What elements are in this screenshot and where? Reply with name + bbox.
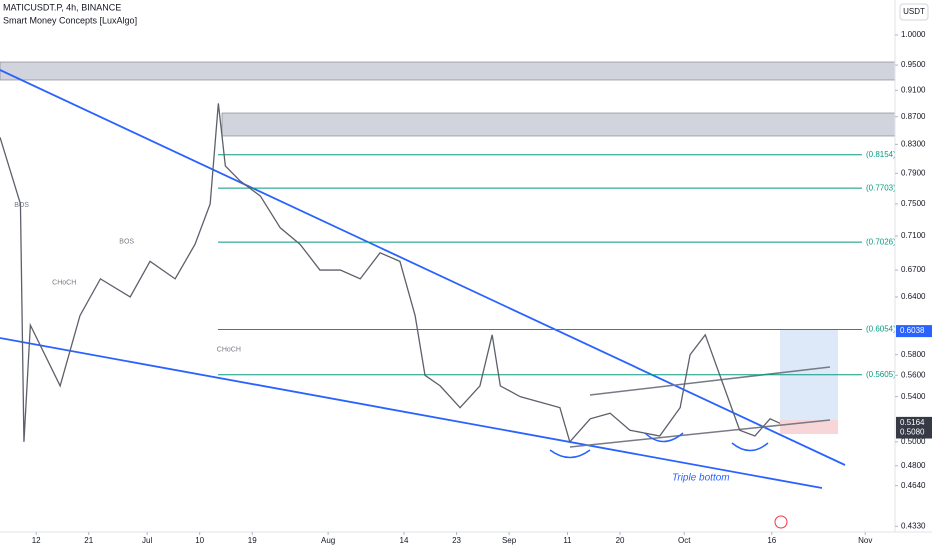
currency-box: [899, 3, 929, 21]
x-tick-label: Jul: [142, 536, 152, 545]
currency: USDT: [903, 7, 925, 16]
x-tick-label: 14: [400, 536, 409, 545]
y-tick-label: 0.5800: [901, 350, 926, 359]
x-tick-label: 23: [452, 536, 461, 545]
y-tick-label: 0.7100: [901, 231, 926, 240]
price-line: [0, 103, 781, 444]
x-tick-label: 21: [84, 536, 93, 545]
y-tick-label: 0.8700: [901, 112, 926, 121]
structure-label: BOS: [14, 202, 29, 209]
fib-label: (0.5605): [866, 370, 896, 379]
zone: [0, 61, 896, 81]
indicator-name: Smart Money Concepts [LuxAlgo]: [3, 15, 137, 25]
event-icon: [774, 515, 788, 529]
x-tick-label: 19: [248, 536, 257, 545]
y-tick-label: 0.8300: [901, 139, 926, 148]
price-tag: [896, 416, 932, 429]
y-tick-label: 0.7900: [901, 168, 926, 177]
x-tick-label: 10: [195, 536, 204, 545]
trendline: [0, 69, 846, 466]
trendline: [589, 366, 831, 396]
fib-label: (0.8154): [866, 150, 896, 159]
price-tag-label: 0.6038: [900, 326, 925, 335]
price-tag: [896, 325, 932, 338]
y-tick-label: 0.4640: [901, 481, 926, 490]
x-tick-label: Oct: [678, 536, 691, 545]
y-tick-label: 0.6400: [901, 292, 926, 301]
y-tick-label: 0.6700: [901, 265, 926, 274]
y-tick-label: 0.4800: [901, 461, 926, 470]
structure-label: CHoCH: [52, 279, 76, 286]
fib-label: (0.6054): [866, 325, 896, 334]
x-tick-label: Nov: [858, 536, 872, 545]
x-tick-label: 12: [32, 536, 41, 545]
trendline: [0, 337, 823, 489]
price-tag-label: 0.5080: [900, 428, 925, 437]
trendline: [569, 419, 831, 448]
y-tick-label: 0.7500: [901, 199, 926, 208]
y-tick-label: 0.9500: [901, 60, 926, 69]
fib-label: (0.7026): [866, 237, 896, 246]
y-tick-label: 1.0000: [901, 30, 926, 39]
x-tick-label: 11: [563, 536, 572, 545]
x-tick-label: 20: [616, 536, 625, 545]
y-tick-label: 0.4330: [901, 521, 926, 530]
chart-title: MATICUSDT.P, 4h, BINANCE: [3, 2, 121, 12]
bottom-arc: [549, 432, 769, 459]
price-axis: [895, 0, 932, 550]
structure-label: CHoCH: [217, 347, 241, 354]
structure-label: BOS: [119, 239, 134, 246]
y-tick-label: 0.5600: [901, 370, 926, 379]
zone: [221, 112, 896, 137]
y-tick-label: 0.5400: [901, 392, 926, 401]
fib-label: (0.7703): [866, 183, 896, 192]
price-tag-label: 0.5164: [900, 418, 925, 427]
x-tick-label: Sep: [502, 536, 517, 545]
y-tick-label: 0.5000: [901, 437, 926, 446]
annotation: Triple bottom: [672, 473, 730, 484]
x-tick-label: Aug: [321, 536, 335, 545]
x-tick-label: 16: [767, 536, 776, 545]
price-tag: [896, 426, 932, 439]
y-tick-label: 0.9100: [901, 85, 926, 94]
